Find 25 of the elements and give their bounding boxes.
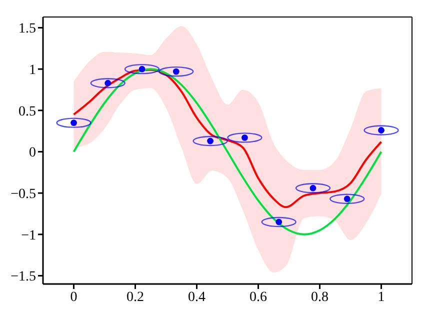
point <box>70 120 77 126</box>
y-tick-label: −0.5 <box>10 187 36 202</box>
y-tick-label: 0.5 <box>18 104 36 120</box>
x-tick-label: 1 <box>378 290 385 305</box>
y-tick-label: −1.5 <box>10 270 36 285</box>
point <box>310 184 316 192</box>
point <box>242 134 248 141</box>
y-tick-label: −1 <box>21 228 36 244</box>
point <box>104 80 112 86</box>
point <box>344 196 350 202</box>
y-tick-label: 1 <box>29 63 36 78</box>
x-tick-label: 0.8 <box>311 290 328 305</box>
x-tick-label: 0.2 <box>126 290 144 305</box>
point <box>172 68 180 75</box>
y-tick-label: 1.5 <box>18 22 36 37</box>
x-tick-label: 0 <box>70 290 78 305</box>
point <box>138 66 146 72</box>
point <box>276 218 282 226</box>
x-tick-label: 0.6 <box>250 290 267 305</box>
line-series <box>72 68 382 208</box>
line-series <box>72 68 382 236</box>
x-tick-label: 0.4 <box>188 290 206 305</box>
point <box>207 138 214 144</box>
point <box>378 127 384 134</box>
y-tick-label: 0 <box>29 146 36 161</box>
